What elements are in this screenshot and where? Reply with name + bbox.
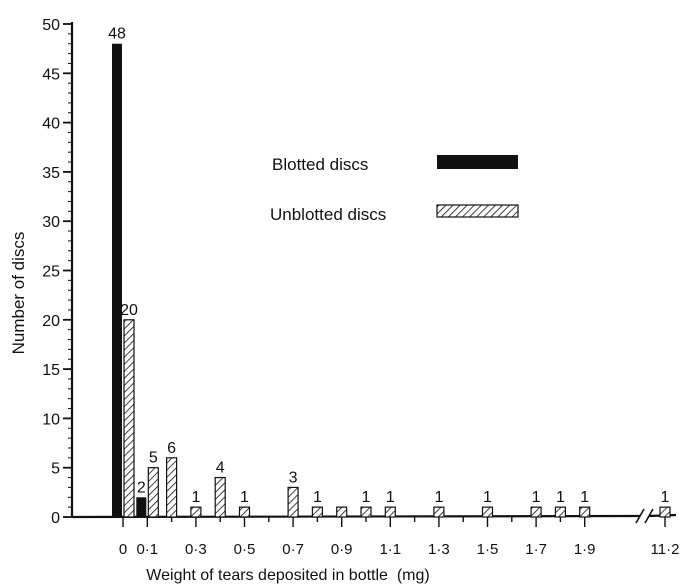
x-tick-label: 1·1	[379, 541, 401, 558]
bar-unblotted	[166, 457, 178, 518]
bar-unblotted	[336, 506, 348, 518]
bar-value-label: 3	[289, 469, 298, 486]
x-tick-label: 0·9	[331, 541, 353, 558]
bar-unblotted	[238, 506, 251, 518]
bar-unblotted	[433, 506, 445, 518]
x-tick-label: 0	[119, 541, 127, 558]
bar-blotted	[112, 43, 122, 517]
y-tick-label: 0	[51, 510, 60, 527]
bar-value-label: 1	[532, 489, 541, 506]
bar-value-label: 1	[362, 489, 371, 506]
bar-value-label: 1	[580, 489, 589, 506]
x-tick-label: 1·9	[574, 541, 596, 558]
bar-unblotted	[147, 467, 159, 518]
legend: Blotted discs Unblotted discs	[270, 155, 519, 224]
x-tick-label: 0·3	[185, 541, 207, 558]
bar-unblotted	[123, 319, 135, 518]
bar-unblotted	[481, 506, 494, 518]
y-tick-label: 45	[42, 66, 60, 83]
x-tick-label: 0·1	[136, 541, 158, 558]
axis-break-mark	[635, 508, 645, 524]
bar-value-label: 48	[108, 26, 126, 43]
y-tick-label: 50	[42, 17, 60, 34]
y-tick-label: 40	[42, 116, 60, 133]
bar-unblotted	[554, 506, 567, 518]
x-tick-label: 0·5	[234, 541, 256, 558]
bar-unblotted	[384, 506, 396, 518]
y-axis: 0 5 10 15 20 25 30 35 40 45 50	[42, 17, 74, 527]
x-axis-title: Weight of tears deposited in bottle (mg)	[146, 567, 429, 584]
bar-value-label: 6	[167, 440, 176, 457]
bar-value-label: 1	[661, 489, 670, 506]
bar-value-label: 1	[483, 489, 492, 506]
x-tick-label: 1·3	[428, 541, 450, 558]
y-tick-label: 25	[42, 264, 60, 281]
bar-value-label: 4	[216, 460, 225, 477]
legend-swatch-unblotted	[436, 204, 519, 218]
y-tick-label: 35	[42, 165, 60, 182]
bar-unblotted	[530, 506, 542, 518]
y-tick-label: 30	[42, 214, 60, 231]
bar-unblotted	[579, 506, 591, 518]
bar-value-label: 1	[386, 489, 395, 506]
bar-unblotted	[190, 506, 202, 518]
y-tick-label: 15	[42, 362, 60, 379]
bar-value-label: 1	[191, 489, 200, 506]
y-tick-label: 5	[51, 461, 60, 478]
bar-value-label: 1	[556, 489, 565, 506]
axis-break-mark	[644, 508, 654, 524]
x-tick-label: 11·2	[651, 541, 680, 558]
bar-value-label: 5	[149, 450, 158, 467]
bar-unblotted	[360, 506, 372, 518]
legend-label-blotted: Blotted discs	[272, 155, 368, 174]
y-tick-label: 20	[42, 313, 60, 330]
legend-label-unblotted: Unblotted discs	[270, 205, 386, 224]
bar-value-label: 20	[120, 302, 138, 319]
bar-unblotted	[287, 486, 299, 518]
legend-swatch-blotted	[437, 155, 518, 169]
bar-value-label: 1	[434, 489, 443, 506]
bar-unblotted	[659, 506, 671, 518]
x-tick-label: 1·5	[477, 541, 499, 558]
x-tick-label: 0·7	[282, 541, 304, 558]
bar-unblotted	[214, 476, 226, 518]
bar-value-label: 1	[240, 489, 249, 506]
bar-value-label: 2	[137, 479, 146, 496]
bar-value-label: 1	[313, 489, 322, 506]
y-axis-title: Number of discs	[9, 232, 28, 355]
bar-blotted	[136, 497, 147, 517]
bar-unblotted	[311, 506, 323, 518]
bars	[112, 43, 671, 518]
y-tick-label: 10	[42, 411, 60, 428]
x-tick-label: 1·7	[525, 541, 547, 558]
